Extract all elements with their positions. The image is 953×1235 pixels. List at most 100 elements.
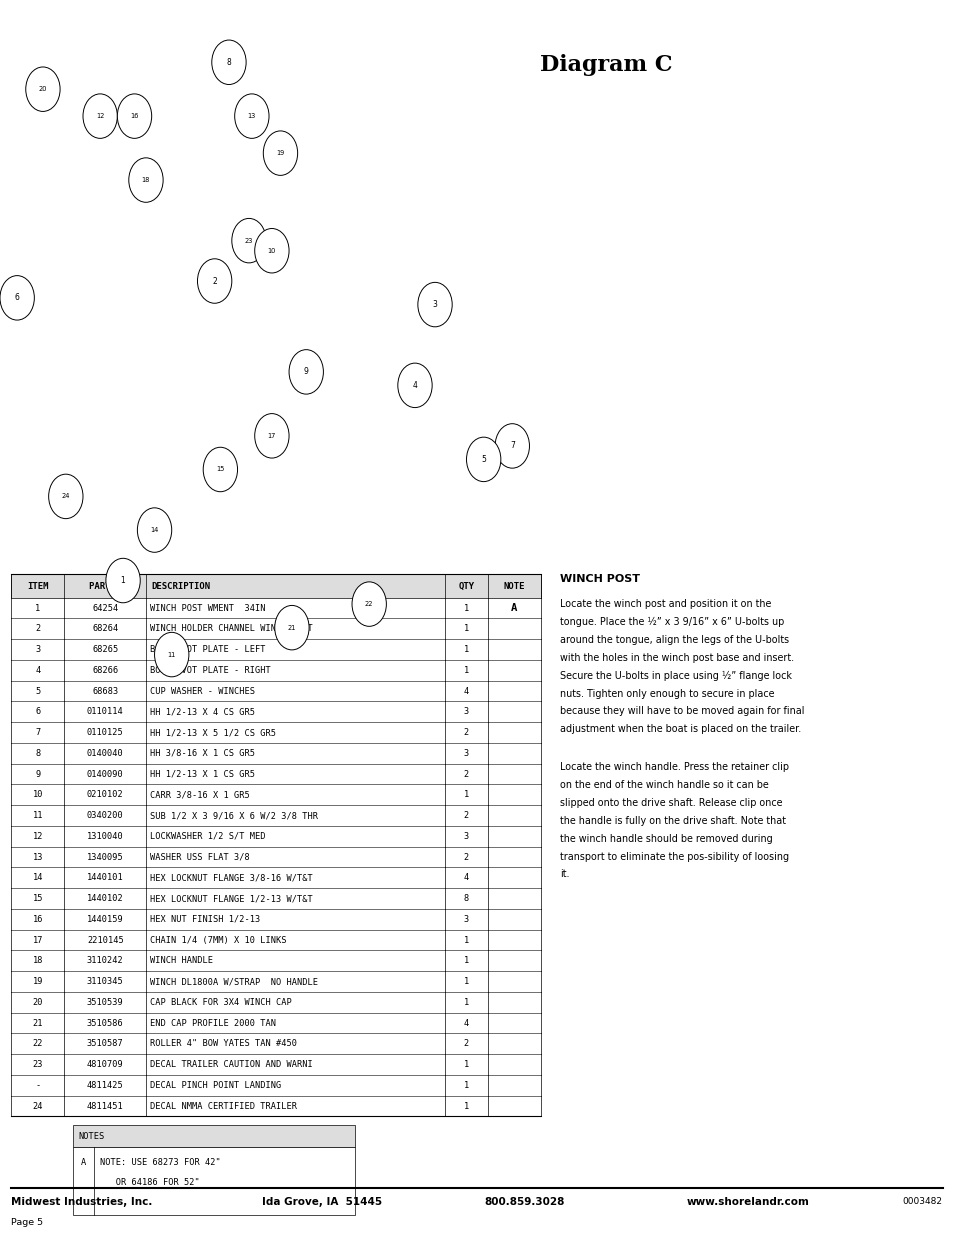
- Text: DECAL PINCH POINT LANDING: DECAL PINCH POINT LANDING: [150, 1081, 281, 1089]
- Text: 12: 12: [96, 114, 104, 119]
- Text: 17: 17: [32, 936, 43, 945]
- Text: 14: 14: [151, 527, 158, 534]
- Bar: [11, 805, 540, 826]
- Circle shape: [234, 94, 269, 138]
- Text: 3: 3: [463, 748, 469, 758]
- Circle shape: [274, 605, 309, 650]
- Text: 0003482: 0003482: [902, 1197, 942, 1205]
- Text: 1440159: 1440159: [87, 915, 124, 924]
- Text: 21: 21: [288, 625, 295, 631]
- Text: 3: 3: [432, 300, 437, 309]
- Bar: [11, 701, 540, 722]
- Text: 2: 2: [213, 277, 216, 285]
- Text: 1: 1: [463, 998, 469, 1007]
- Bar: [11, 930, 540, 951]
- Text: 18: 18: [142, 177, 150, 183]
- Text: 1: 1: [121, 576, 125, 585]
- Text: 68264: 68264: [92, 625, 118, 634]
- Text: LOCKWASHER 1/2 S/T MED: LOCKWASHER 1/2 S/T MED: [150, 832, 265, 841]
- Text: 4811425: 4811425: [87, 1081, 124, 1089]
- Circle shape: [212, 40, 246, 84]
- Circle shape: [289, 350, 323, 394]
- Bar: [73, 1125, 355, 1147]
- Bar: [11, 1074, 540, 1095]
- Text: 1: 1: [463, 790, 469, 799]
- Text: 24: 24: [32, 1102, 43, 1110]
- Circle shape: [352, 582, 386, 626]
- Text: transport to eliminate the pos-sibility of loosing: transport to eliminate the pos-sibility …: [559, 852, 788, 862]
- Text: 10: 10: [32, 790, 43, 799]
- Text: HH 1/2-13 X 4 CS GR5: HH 1/2-13 X 4 CS GR5: [150, 708, 254, 716]
- Text: nuts. Tighten only enough to secure in place: nuts. Tighten only enough to secure in p…: [559, 689, 774, 699]
- Text: 19: 19: [32, 977, 43, 986]
- Text: Ida Grove, IA  51445: Ida Grove, IA 51445: [262, 1197, 382, 1207]
- Text: 18: 18: [32, 956, 43, 966]
- Text: 3110345: 3110345: [87, 977, 124, 986]
- Text: HH 3/8-16 X 1 CS GR5: HH 3/8-16 X 1 CS GR5: [150, 748, 254, 758]
- Bar: [11, 743, 540, 763]
- Text: 16: 16: [32, 915, 43, 924]
- Text: 2: 2: [463, 769, 469, 778]
- Circle shape: [203, 447, 237, 492]
- Text: 4: 4: [463, 1019, 469, 1028]
- Text: tongue. Place the ½” x 3 9/16” x 6” U-bolts up: tongue. Place the ½” x 3 9/16” x 6” U-bo…: [559, 616, 783, 627]
- Bar: [11, 659, 540, 680]
- Bar: [11, 619, 540, 640]
- Text: 21: 21: [32, 1019, 43, 1028]
- Text: 12: 12: [32, 832, 43, 841]
- Text: 16: 16: [131, 114, 138, 119]
- Text: CUP WASHER - WINCHES: CUP WASHER - WINCHES: [150, 687, 254, 695]
- Text: 23: 23: [32, 1060, 43, 1070]
- Text: WINCH DL1800A W/STRAP  NO HANDLE: WINCH DL1800A W/STRAP NO HANDLE: [150, 977, 317, 986]
- Text: CAP BLACK FOR 3X4 WINCH CAP: CAP BLACK FOR 3X4 WINCH CAP: [150, 998, 292, 1007]
- Text: 7: 7: [35, 729, 41, 737]
- Bar: [11, 951, 540, 971]
- Text: 0340200: 0340200: [87, 811, 124, 820]
- Text: 6: 6: [14, 294, 20, 303]
- Circle shape: [232, 219, 266, 263]
- Text: 10: 10: [268, 248, 275, 253]
- Text: 3: 3: [463, 915, 469, 924]
- Text: 2: 2: [463, 811, 469, 820]
- Bar: [73, 1147, 355, 1215]
- Bar: [11, 826, 540, 847]
- Text: 1: 1: [463, 1102, 469, 1110]
- Text: 0140090: 0140090: [87, 769, 124, 778]
- Text: 1: 1: [463, 666, 469, 674]
- Text: -: -: [35, 1081, 41, 1089]
- Circle shape: [254, 228, 289, 273]
- Bar: [11, 888, 540, 909]
- Circle shape: [49, 474, 83, 519]
- Text: 22: 22: [365, 601, 373, 608]
- Text: 3: 3: [463, 832, 469, 841]
- Text: OR 64186 FOR 52": OR 64186 FOR 52": [100, 1178, 200, 1187]
- Text: HH 1/2-13 X 1 CS GR5: HH 1/2-13 X 1 CS GR5: [150, 769, 254, 778]
- Text: 1: 1: [35, 604, 41, 613]
- Bar: [11, 640, 540, 659]
- Text: 19: 19: [276, 151, 284, 156]
- Circle shape: [117, 94, 152, 138]
- Circle shape: [495, 424, 529, 468]
- Text: the handle is fully on the drive shaft. Note that: the handle is fully on the drive shaft. …: [559, 815, 785, 826]
- Text: 1: 1: [463, 604, 469, 613]
- Text: slipped onto the drive shaft. Release clip once: slipped onto the drive shaft. Release cl…: [559, 798, 781, 808]
- Bar: [11, 598, 540, 619]
- Text: 2210145: 2210145: [87, 936, 124, 945]
- Bar: [11, 909, 540, 930]
- Bar: [11, 722, 540, 743]
- Bar: [11, 574, 540, 598]
- Text: adjustment when the boat is placed on the trailer.: adjustment when the boat is placed on th…: [559, 724, 801, 735]
- Text: PART #: PART #: [89, 582, 121, 590]
- Text: HH 1/2-13 X 5 1/2 CS GR5: HH 1/2-13 X 5 1/2 CS GR5: [150, 729, 275, 737]
- Text: 1440101: 1440101: [87, 873, 124, 882]
- Text: 14: 14: [32, 873, 43, 882]
- Bar: [11, 847, 540, 867]
- Text: HEX LOCKNUT FLANGE 3/8-16 W/T&T: HEX LOCKNUT FLANGE 3/8-16 W/T&T: [150, 873, 313, 882]
- Text: 1440102: 1440102: [87, 894, 124, 903]
- Text: 3110242: 3110242: [87, 956, 124, 966]
- Bar: [11, 971, 540, 992]
- Text: 23: 23: [245, 237, 253, 243]
- Text: ROLLER 4" BOW YATES TAN #450: ROLLER 4" BOW YATES TAN #450: [150, 1040, 296, 1049]
- Text: around the tongue, align the legs of the U-bolts: around the tongue, align the legs of the…: [559, 635, 788, 645]
- Text: WASHER USS FLAT 3/8: WASHER USS FLAT 3/8: [150, 852, 250, 862]
